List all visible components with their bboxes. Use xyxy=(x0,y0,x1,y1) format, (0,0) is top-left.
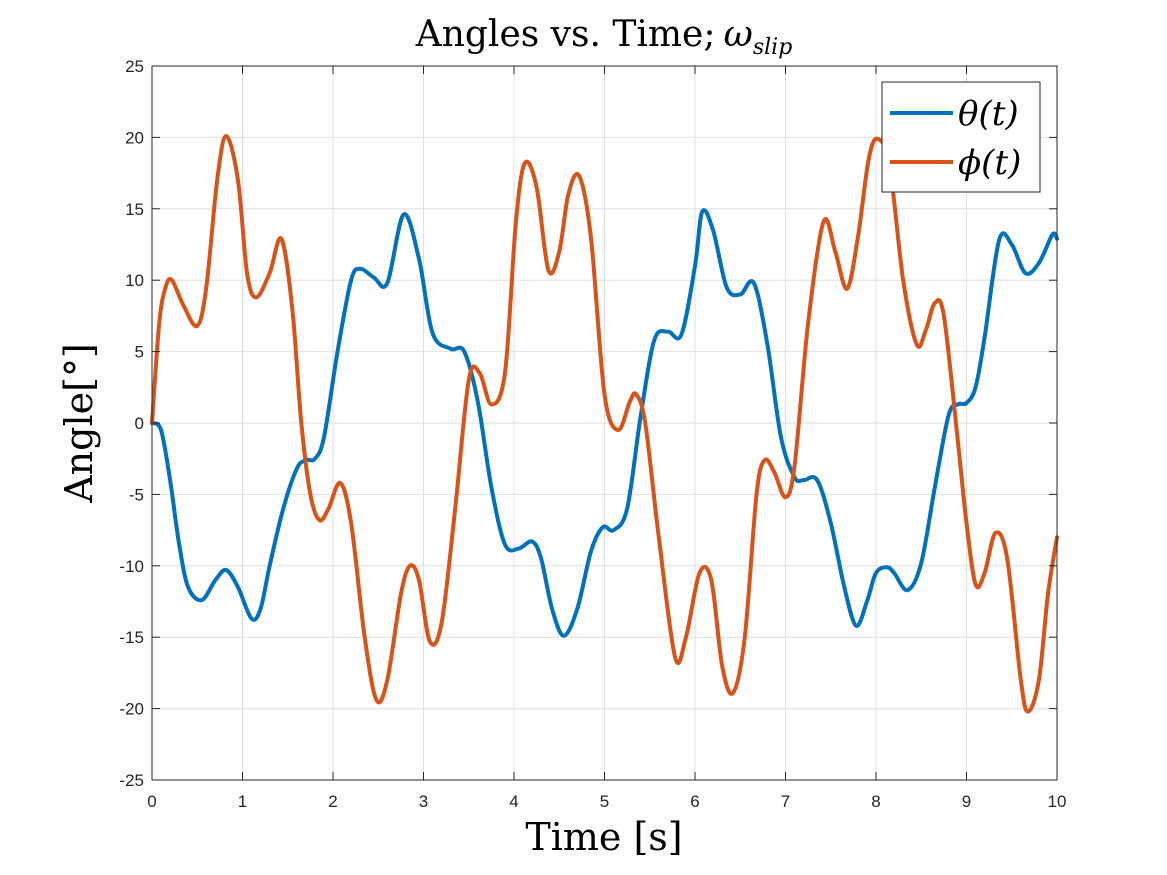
y-tick-label: 5 xyxy=(135,343,144,362)
series-layer xyxy=(150,133,1059,714)
legend-label-theta: θ(t) xyxy=(958,94,1019,134)
series-phi-line xyxy=(150,133,1059,714)
y-tick-label: -25 xyxy=(119,771,144,790)
x-axis: 0 1 2 3 4 5 6 7 8 9 10 xyxy=(147,66,1066,811)
y-tick-label: -15 xyxy=(119,628,144,647)
y-axis-label: Angle[°] xyxy=(57,343,101,504)
chart-title: Angles vs. Time; ωslip xyxy=(415,14,793,60)
y-tick-label: 10 xyxy=(125,271,144,290)
x-tick-label: 9 xyxy=(962,792,971,811)
x-tick-label: 0 xyxy=(147,792,156,811)
y-tick-label: 15 xyxy=(125,200,144,219)
x-tick-label: 5 xyxy=(600,792,609,811)
x-tick-label: 1 xyxy=(238,792,247,811)
chart-title-subscript: slip xyxy=(753,35,792,60)
y-tick-label: 25 xyxy=(125,57,144,76)
y-tick-label: -5 xyxy=(129,485,144,504)
x-tick-label: 4 xyxy=(509,792,518,811)
y-axis: -25 -20 -15 -10 -5 0 5 10 15 20 25 xyxy=(119,57,1057,790)
chart-title-text: Angles vs. Time; xyxy=(415,14,716,55)
legend-box xyxy=(881,81,1041,193)
x-tick-label: 6 xyxy=(690,792,699,811)
x-tick-label: 8 xyxy=(871,792,880,811)
series-theta-line xyxy=(150,208,1059,638)
y-tick-label: -20 xyxy=(119,700,144,719)
x-tick-label: 2 xyxy=(328,792,337,811)
x-tick-label: 3 xyxy=(419,792,428,811)
chart-title-symbol: ω xyxy=(723,14,752,55)
legend-label-phi: ϕ(t) xyxy=(958,143,1021,183)
y-tick-label: 20 xyxy=(125,128,144,147)
y-tick-label: -10 xyxy=(119,557,144,576)
x-tick-label: 10 xyxy=(1048,792,1067,811)
legend: θ(t) ϕ(t) xyxy=(881,81,1041,193)
y-tick-label: 0 xyxy=(135,414,144,433)
x-tick-label: 7 xyxy=(781,792,790,811)
x-axis-label: Time [s] xyxy=(525,815,682,859)
